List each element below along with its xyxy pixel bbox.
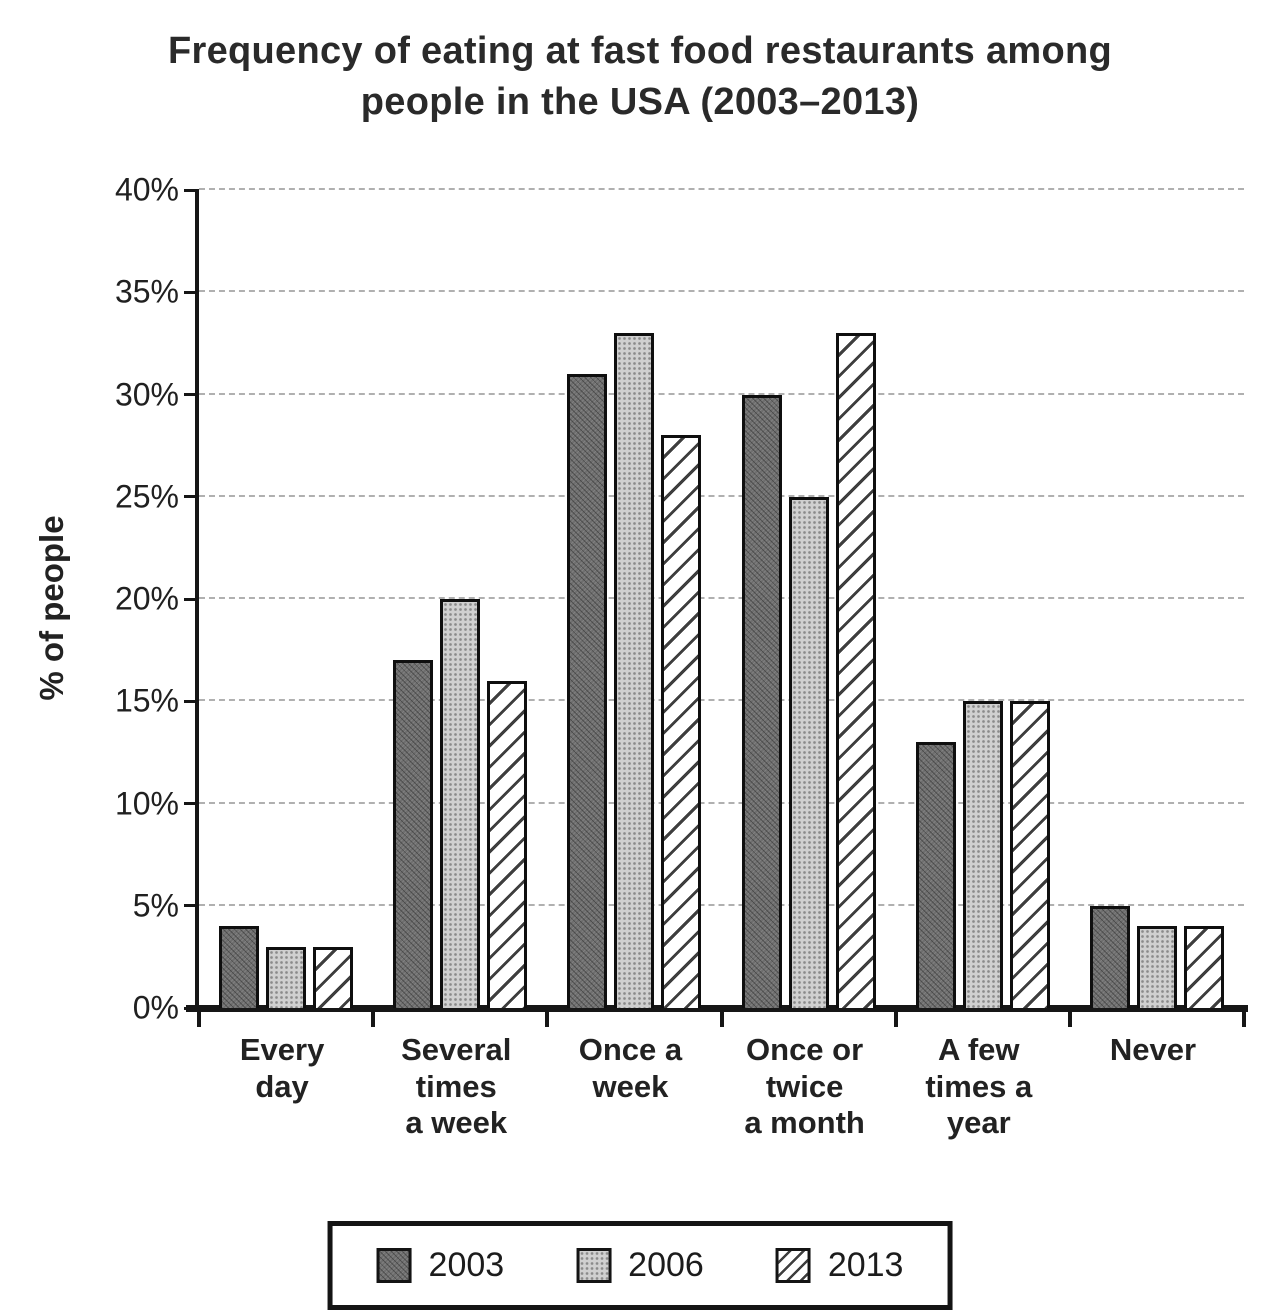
y-tick-10 [184,802,199,805]
y-tick-label-35: 35% [114,273,179,310]
y-tick-label-20: 20% [114,580,179,617]
y-tick-25 [184,495,199,499]
bar-2003-4 [915,742,956,1008]
bar-2006-2 [614,333,655,1008]
y-tick-20 [184,597,199,601]
bar-2013-1 [487,680,528,1008]
legend-item-2003: 2003 [376,1246,505,1285]
y-tick-label-25: 25% [114,478,179,515]
x-tick-0 [197,1012,201,1027]
x-category-label-1: Several times a week [401,1032,512,1141]
y-tick-label-5: 5% [132,887,179,924]
gridline-20 [199,597,1244,599]
gridline-30 [199,392,1244,395]
bar-2013-5 [1183,926,1224,1008]
y-tick-label-30: 30% [114,376,179,412]
legend-label-2006: 2006 [628,1246,704,1284]
y-tick-30 [184,393,199,396]
x-axis-line [186,1005,1248,1012]
bar-group-3 [722,190,896,1008]
legend-swatch-2003 [376,1248,412,1283]
x-tick-1 [371,1012,376,1027]
bar-2013-3 [835,333,876,1008]
y-tick-35 [184,290,199,294]
y-tick-5 [184,904,199,908]
x-category-label-2: Once a week [578,1032,683,1104]
bar-2006-3 [788,496,829,1008]
bar-2013-0 [313,946,354,1008]
bar-2013-2 [661,435,702,1008]
y-tick-label-15: 15% [114,682,179,719]
y-tick-15 [184,699,199,703]
bar-2003-5 [1089,905,1130,1008]
legend-swatch-2006 [576,1248,612,1283]
x-tick-6 [1242,1012,1246,1027]
y-tick-label-0: 0% [132,989,179,1026]
bar-group-0 [199,190,373,1008]
gridline-10 [199,801,1244,804]
x-category-label-3: Once or twice a month [744,1032,865,1141]
bar-2006-4 [962,701,1003,1008]
legend-item-2006: 2006 [576,1246,704,1285]
plot-area: 0% 5% 10% 15% 20% 25% 30% 35% 40% [115,172,1248,1027]
legend-swatch-2013 [775,1248,811,1283]
legend-label-2003: 2003 [428,1246,505,1284]
bar-2003-1 [393,660,434,1008]
bar-2003-0 [219,926,260,1008]
x-category-label-4: A few times a year [925,1032,1033,1141]
y-tick-40 [184,188,199,192]
bar-2013-4 [1009,701,1050,1008]
x-tick-3 [719,1012,724,1027]
y-tick-0 [184,1006,199,1010]
bar-group-4 [896,190,1070,1008]
y-tick-label-40: 40% [114,171,179,208]
legend-item-2013: 2013 [775,1246,904,1285]
x-tick-2 [545,1012,550,1027]
gridline-40 [199,188,1244,190]
bar-2003-2 [567,374,608,1008]
x-tick-4 [893,1012,898,1027]
gridline-15 [199,699,1244,702]
legend-label-2013: 2013 [827,1246,904,1284]
legend-box: 2003 2006 2013 [327,1221,953,1310]
y-axis-title: % of people [33,515,70,701]
bar-2003-3 [741,394,782,1008]
page-title: Frequency of eating at fast food restaur… [167,30,1113,124]
x-axis-labels: Every day Several times a week Once a week… [195,1032,1240,1142]
bar-group-5 [1070,190,1244,1008]
y-tick-label-10: 10% [114,785,179,821]
gridline-35 [199,290,1244,293]
bar-group-1 [373,190,547,1008]
gridline-25 [199,494,1244,497]
x-category-label-5: Never [1109,1032,1197,1067]
x-category-label-0: Every day [239,1032,325,1104]
bar-2006-1 [440,599,481,1008]
bar-group-2 [547,190,721,1008]
bar-groups [199,190,1244,1008]
bar-2006-0 [266,946,307,1008]
x-tick-5 [1067,1012,1072,1027]
gridline-5 [199,903,1244,906]
bar-2006-5 [1136,926,1177,1008]
